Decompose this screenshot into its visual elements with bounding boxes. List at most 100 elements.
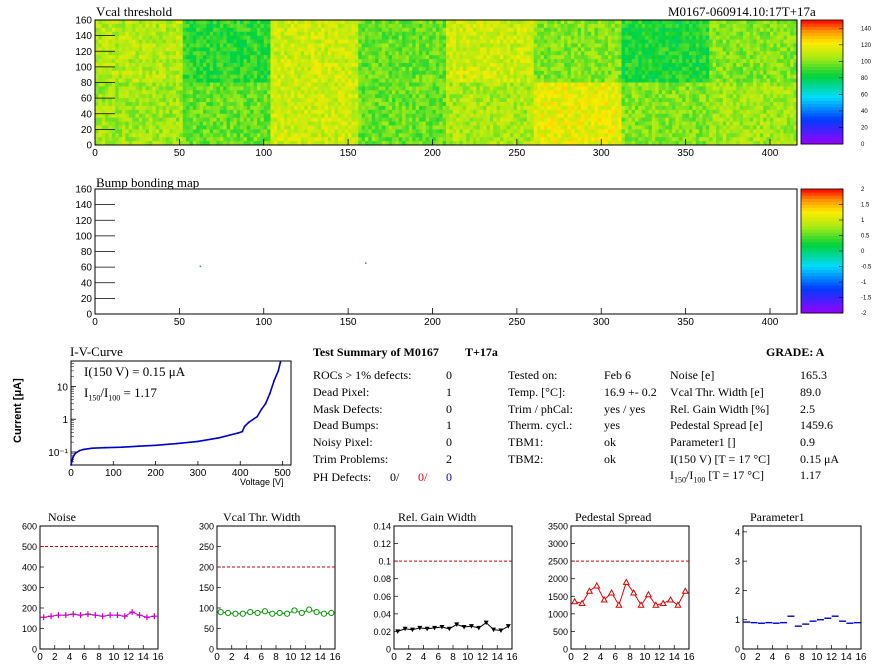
vcal-pixel-cell xyxy=(179,105,184,111)
vcal-pixel-cell xyxy=(570,62,575,68)
vcal-pixel-cell xyxy=(189,43,194,48)
vcal-pixel-cell xyxy=(547,51,552,56)
vcal-pixel-cell xyxy=(192,39,197,44)
vcal-pixel-cell xyxy=(496,129,501,134)
vcal-pixel-cell xyxy=(554,125,558,130)
vcal-pixel-cell xyxy=(270,137,275,142)
vcal-pixel-cell xyxy=(348,20,352,25)
vcal-pixel-cell xyxy=(591,90,595,95)
vcal-pixel-cell xyxy=(172,82,177,87)
vcal-pixel-cell xyxy=(564,98,568,103)
vcal-pixel-cell xyxy=(95,66,99,72)
vcal-pixel-cell xyxy=(408,105,413,111)
vcal-pixel-cell xyxy=(594,66,599,72)
vcal-pixel-cell xyxy=(307,78,312,83)
vcal-pixel-cell xyxy=(496,70,501,76)
vcal-pixel-cell xyxy=(476,117,481,122)
vcal-pixel-cell xyxy=(594,121,599,126)
vcal-pixel-cell xyxy=(128,105,133,111)
vcal-pixel-cell xyxy=(473,43,477,48)
vcal-pixel-cell xyxy=(176,82,180,87)
vcal-pixel-cell xyxy=(408,133,413,138)
vcal-pixel-cell xyxy=(429,39,433,44)
vcal-pixel-cell xyxy=(182,27,187,33)
vcal-pixel-cell xyxy=(284,35,288,40)
vcal-pixel-cell xyxy=(176,105,180,111)
vcal-pixel-cell xyxy=(395,43,400,48)
vcal-pixel-cell xyxy=(493,117,498,122)
vcal-pixel-cell xyxy=(442,133,447,138)
vcal-pixel-cell xyxy=(95,117,99,122)
vcal-pixel-cell xyxy=(584,113,589,119)
vcal-pixel-cell xyxy=(500,66,504,72)
vcal-pixel-cell xyxy=(591,102,595,107)
vcal-pixel-cell xyxy=(419,133,423,138)
vcal-pixel-cell xyxy=(135,31,140,37)
vcal-pixel-cell xyxy=(125,113,130,119)
vcal-pixel-cell xyxy=(425,20,430,25)
vcal-pixel-cell xyxy=(591,66,595,72)
vcal-pixel-cell xyxy=(192,82,197,87)
vcal-pixel-cell xyxy=(422,66,427,72)
vcal-pixel-cell xyxy=(597,117,602,122)
vcal-pixel-cell xyxy=(152,94,157,99)
vcal-pixel-cell xyxy=(577,105,582,111)
vcal-pixel-cell xyxy=(574,59,579,64)
vcal-pixel-cell xyxy=(483,109,487,115)
vcal-pixel-cell xyxy=(179,47,184,52)
vcal-pixel-cell xyxy=(307,102,312,107)
vcal-pixel-cell xyxy=(270,82,275,87)
vcal-pixel-cell xyxy=(331,125,336,130)
vcal-pixel-cell xyxy=(381,113,386,119)
vcal-pixel-cell xyxy=(334,39,339,44)
vcal-pixel-cell xyxy=(122,20,126,25)
vcal-pixel-cell xyxy=(500,78,504,83)
vcal-pixel-cell xyxy=(527,113,531,119)
vcal-pixel-cell xyxy=(570,94,575,99)
vcal-pixel-cell xyxy=(138,62,143,68)
vcal-pixel-cell xyxy=(284,141,288,146)
vcal-pixel-cell xyxy=(412,59,417,64)
vcal-pixel-cell xyxy=(516,105,521,111)
vcal-pixel-cell xyxy=(280,62,285,68)
vcal-pixel-cell xyxy=(253,117,258,122)
vcal-pixel-cell xyxy=(614,43,619,48)
vcal-pixel-cell xyxy=(307,137,312,142)
vcal-pixel-cell xyxy=(442,141,447,146)
vcal-pixel-cell xyxy=(287,129,292,134)
vcal-pixel-cell xyxy=(230,137,234,142)
vcal-pixel-cell xyxy=(564,47,568,52)
vcal-pixel-cell xyxy=(273,129,278,134)
vcal-pixel-cell xyxy=(219,109,224,115)
vcal-pixel-cell xyxy=(581,90,585,95)
vcal-pixel-cell xyxy=(567,94,572,99)
vcal-pixel-cell xyxy=(145,62,150,68)
vcal-pixel-cell xyxy=(378,59,383,64)
vcal-pixel-cell xyxy=(111,31,116,37)
vcal-pixel-cell xyxy=(307,121,312,126)
vcal-pixel-cell xyxy=(257,141,261,146)
vcal-pixel-cell xyxy=(257,109,261,115)
vcal-pixel-cell xyxy=(466,59,471,64)
vcal-pixel-cell xyxy=(165,117,170,122)
vcal-pixel-cell xyxy=(405,125,410,130)
vcal-pixel-cell xyxy=(290,20,295,25)
vcal-pixel-cell xyxy=(378,78,383,83)
vcal-pixel-cell xyxy=(412,121,417,126)
vcal-pixel-cell xyxy=(520,94,525,99)
vcal-pixel-cell xyxy=(550,141,555,146)
vcal-pixel-cell xyxy=(152,59,157,64)
vcal-pixel-cell xyxy=(169,90,174,95)
vcal-pixel-cell xyxy=(375,78,379,83)
vcal-pixel-cell xyxy=(257,82,261,87)
vcal-pixel-cell xyxy=(398,121,403,126)
vcal-pixel-cell xyxy=(392,23,396,29)
vcal-pixel-cell xyxy=(294,137,298,142)
vcal-pixel-cell xyxy=(344,102,349,107)
vcal-pixel-cell xyxy=(378,102,383,107)
vcal-pixel-cell xyxy=(533,27,538,33)
vcal-pixel-cell xyxy=(240,109,244,115)
vcal-pixel-cell xyxy=(138,35,143,40)
vcal-pixel-cell xyxy=(196,125,201,130)
vcal-pixel-cell xyxy=(290,82,295,87)
